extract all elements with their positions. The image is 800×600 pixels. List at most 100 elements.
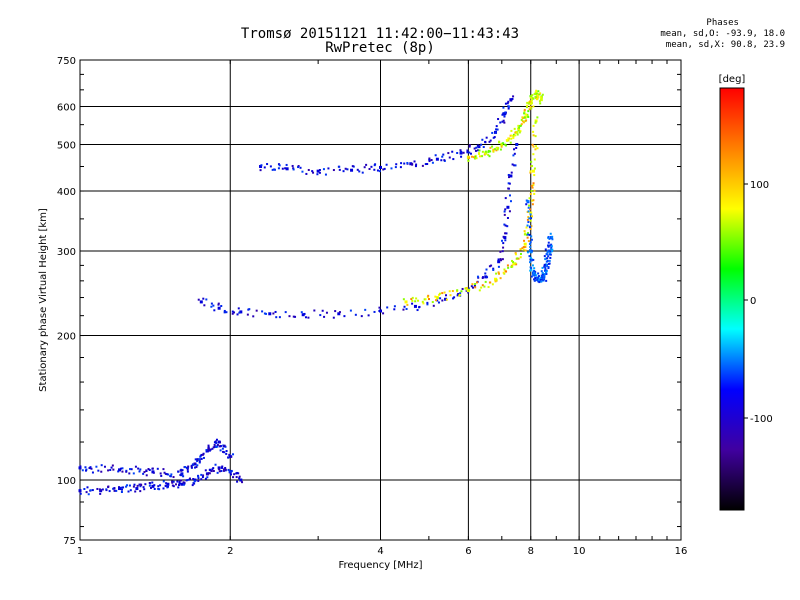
echo-dot (529, 246, 532, 249)
echo-dot (414, 300, 417, 303)
echo-dot (88, 467, 91, 470)
echo-dot (198, 458, 201, 461)
echo-dot (505, 139, 508, 142)
echo-dot (533, 270, 536, 273)
echo-dot (546, 257, 549, 260)
echo-dot (299, 166, 302, 169)
echo-dot (417, 299, 420, 302)
echo-dot (142, 472, 145, 475)
echo-dot (512, 154, 515, 157)
echo-dot (281, 167, 284, 170)
echo-dot (514, 253, 517, 256)
echo-dot (506, 264, 509, 267)
echo-dot (169, 475, 172, 478)
echo-dot (197, 477, 200, 480)
x-tick-label: 16 (675, 546, 688, 557)
echo-dot (278, 164, 281, 167)
echo-dot (172, 480, 175, 483)
echo-dot (222, 450, 225, 453)
echo-dot (195, 466, 198, 469)
echo-dot (216, 443, 219, 446)
echo-dot (500, 145, 503, 148)
echo-dot (367, 314, 370, 317)
echo-dot (526, 236, 529, 239)
echo-dot (225, 452, 228, 455)
echo-dot (91, 471, 94, 474)
echo-dot (292, 315, 295, 318)
echo-dot (456, 152, 459, 155)
echo-dot (502, 271, 505, 274)
echo-dot (188, 477, 191, 480)
echo-dot (434, 295, 437, 298)
echo-dot (338, 165, 341, 168)
echo-dot (528, 233, 531, 236)
echo-dot (218, 441, 221, 444)
echo-dot (98, 488, 101, 491)
echo-dot (472, 156, 475, 159)
echo-dot (421, 164, 424, 167)
echo-dot (549, 232, 552, 235)
echo-dot (430, 159, 433, 162)
echo-dot (543, 273, 546, 276)
echo-dot (527, 102, 530, 105)
echo-dot (127, 490, 130, 493)
echo-dot (539, 102, 542, 105)
echo-dot (511, 259, 514, 262)
echo-dot (460, 290, 463, 293)
echo-dot (541, 266, 544, 269)
echo-dot (525, 199, 528, 202)
echo-dot (539, 278, 542, 281)
echo-dot (529, 256, 532, 259)
echo-dot (125, 485, 128, 488)
echo-dot (439, 297, 442, 300)
echo-dot (523, 112, 526, 115)
echo-dot (196, 460, 199, 463)
echo-dot (478, 149, 481, 152)
echo-dot (525, 203, 528, 206)
echo-dot (544, 267, 547, 270)
echo-dot (186, 466, 189, 469)
echo-dot (172, 485, 175, 488)
trace-f-layer-o-trace (197, 143, 519, 319)
data-point (413, 304, 417, 308)
echo-dot (540, 274, 543, 277)
echo-dot (196, 458, 199, 461)
echo-dot (531, 94, 534, 97)
echo-dot (117, 470, 120, 473)
echo-dot (426, 163, 429, 166)
echo-dot (152, 471, 155, 474)
echo-dot (489, 146, 492, 149)
echo-dot (202, 453, 205, 456)
echo-dot (445, 298, 448, 301)
echo-dot (220, 305, 223, 308)
echo-dot (202, 452, 205, 455)
echo-dot (284, 167, 287, 170)
echo-dot (532, 130, 535, 133)
echo-dot (83, 487, 86, 490)
echo-dot (184, 465, 187, 468)
echo-dot (530, 258, 533, 261)
echo-dot (467, 159, 470, 162)
echo-dot (129, 468, 132, 471)
echo-dot (505, 270, 508, 273)
echo-dot (158, 488, 161, 491)
echo-dot (238, 475, 241, 478)
echo-dot (499, 258, 502, 261)
echo-dot (503, 223, 506, 226)
echo-dot (515, 143, 518, 146)
echo-dot (212, 467, 215, 470)
echo-dot (506, 225, 509, 228)
echo-dot (481, 284, 484, 287)
echo-dot (342, 170, 345, 173)
trace-f2-x-trace (466, 89, 544, 162)
echo-dot (126, 484, 129, 487)
echo-dot (548, 262, 551, 265)
echo-dot (530, 238, 533, 241)
y-tick-label: 100 (57, 476, 76, 487)
echo-dot (494, 131, 497, 134)
echo-dot (482, 146, 485, 149)
echo-dot (502, 235, 505, 238)
echo-dot (513, 152, 516, 155)
echo-dot (519, 130, 522, 133)
echo-dot (471, 283, 474, 286)
